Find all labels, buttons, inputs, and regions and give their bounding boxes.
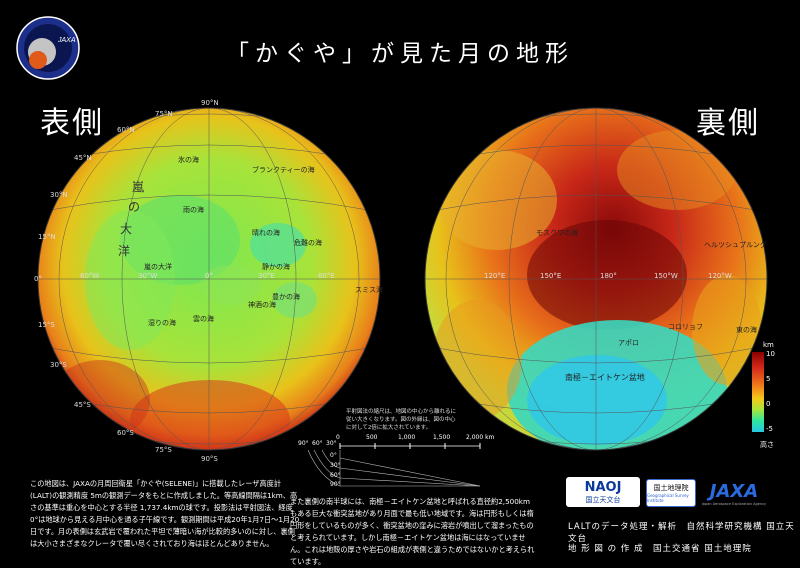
lat-label: 75°S: [155, 446, 172, 454]
jaxa-logo-sub: Japan Aerospace Exploration Agency: [701, 501, 767, 506]
lat-label: 15°N: [38, 233, 56, 241]
lon-label: 60°E: [318, 272, 335, 280]
jaxa-logo: JAXA Japan Aerospace Exploration Agency: [700, 478, 768, 508]
gsi-logo: 国土地理院 Geographical Survey Institute: [646, 479, 696, 507]
lat-label: 90°N: [201, 99, 219, 107]
region-label: 雲の海: [193, 315, 214, 323]
region-label: 東の海: [736, 326, 757, 334]
scale-lat-tick: 60°: [312, 440, 323, 447]
region-label: アポロ: [618, 339, 639, 347]
lat-label: 0°: [34, 275, 42, 283]
jaxa-logo-text: JAXA: [709, 480, 759, 502]
region-label: 危難の海: [294, 239, 322, 247]
lon-label: 120°E: [484, 272, 506, 280]
region-label: 洋: [118, 244, 131, 258]
page-title: 「かぐや」が見た月の地形: [226, 41, 574, 67]
region-label: モスクワの海: [536, 229, 578, 237]
lon-label: 60°W: [80, 272, 100, 280]
scale-lat-tick: 30°: [330, 462, 341, 469]
colorbar-label: 5: [766, 375, 771, 383]
lon-label: 150°E: [540, 272, 562, 280]
near-side-label: 表側: [40, 106, 104, 141]
region-label: 静かの海: [262, 263, 290, 271]
scale-tick: 1,000: [398, 434, 416, 441]
naoj-logo-text: NAOJ: [584, 479, 622, 495]
lat-label: 90°S: [201, 455, 218, 463]
scale-tick: 2,000 km: [466, 434, 495, 441]
region-label: の: [128, 200, 141, 214]
region-label: 湿りの海: [148, 319, 176, 327]
lat-label: 30°S: [50, 361, 67, 369]
region-label: 大: [120, 222, 133, 236]
scale-tick: 1,500: [433, 434, 451, 441]
lat-label: 75°N: [155, 110, 173, 118]
lon-label: 180°: [600, 272, 617, 280]
lon-label: 150°W: [654, 272, 678, 280]
scale-diagram: [307, 443, 481, 487]
emblem-text: JAXA: [57, 37, 76, 44]
credit-lalt: LALTのデータ処理・解析 自然科学研究機構 国立天文台: [568, 522, 795, 544]
region-label: 雨の海: [183, 206, 204, 214]
description-left: この地図は、JAXAの月周回衛星「かぐや(SELENE)」に搭載したレーザ高度計…: [30, 479, 300, 548]
scale-lat-tick: 90°: [330, 481, 341, 488]
gsi-logo-text: 国土地理院: [653, 484, 689, 492]
lon-label: 30°W: [138, 272, 158, 280]
lon-label: 30°E: [258, 272, 275, 280]
far-side-label: 裏側: [696, 106, 760, 141]
colorbar-label: 10: [766, 350, 775, 358]
colorbar-title: km: [763, 341, 774, 349]
region-label: ブランクティーの海: [252, 166, 315, 174]
graticule: [38, 108, 380, 450]
naoj-logo-sub: 国立天文台: [585, 494, 621, 505]
lat-label: 60°N: [117, 126, 135, 134]
region-label: 晴れの海: [252, 229, 280, 237]
scale-tick: 500: [366, 434, 378, 441]
description-middle: また裏側の南半球には、南極－エイトケン盆地と呼ばれる直径約2,500km もある…: [290, 497, 535, 566]
lat-label: 30°N: [50, 191, 68, 199]
region-label: 氷の海: [178, 156, 199, 164]
scale-lat-tick: 0°: [330, 452, 337, 459]
lat-label: 45°N: [74, 154, 92, 162]
lon-label: 120°W: [708, 272, 732, 280]
colorbar: [752, 352, 764, 432]
colorbar-caption: 高さ: [760, 441, 774, 449]
lat-label: 15°S: [38, 321, 55, 329]
naoj-logo: NAOJ 国立天文台: [566, 477, 640, 507]
colorbar-label: 0: [766, 400, 771, 408]
near-side-map: [37, 107, 381, 451]
gsi-logo-sub: Geographical Survey Institute: [647, 493, 689, 503]
lon-label: 0°: [205, 272, 213, 280]
region-label: 豊かの海: [272, 293, 300, 301]
far-side-map: [424, 107, 768, 451]
region-label: 南極－エイトケン盆地: [565, 373, 645, 382]
region-label: ヘルツシュプルング: [704, 241, 767, 249]
scale-note: 平射図法の縮尺は、地図の中心から離れるに従い大きくなります。図の外縁は、図の中心…: [346, 409, 457, 431]
region-label: 嵐の大洋: [144, 263, 172, 271]
scale-lat-tick: 60°: [330, 472, 341, 479]
scale-lat-tick: 30°: [326, 440, 337, 447]
lat-label: 60°S: [117, 429, 134, 437]
lat-label: 45°S: [74, 401, 91, 409]
scale-lat-tick: 90°: [298, 440, 309, 447]
scale-tick: 0: [336, 434, 340, 441]
region-label: スミス海: [355, 286, 383, 294]
colorbar-label: -5: [766, 425, 773, 433]
region-label: 神酒の海: [248, 301, 276, 309]
mission-emblem: JAXA: [16, 16, 80, 80]
credit-map: 地 形 図 の 作 成 国土交通省 国土地理院: [568, 544, 752, 554]
region-label: コロリョフ: [668, 323, 703, 331]
region-label: 嵐: [132, 180, 145, 194]
